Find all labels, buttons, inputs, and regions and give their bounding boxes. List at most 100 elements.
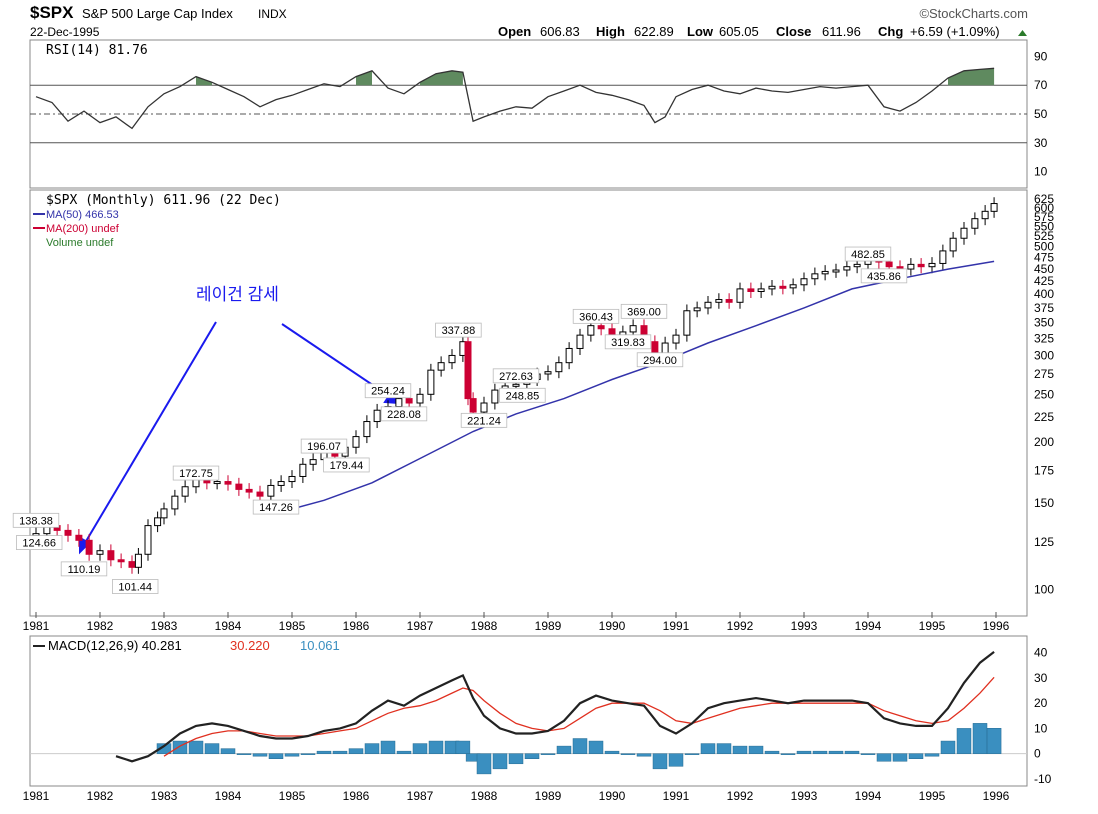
annotation-label: 레이건 감세 bbox=[196, 285, 279, 304]
price-label-box bbox=[15, 535, 63, 550]
candle-body bbox=[480, 402, 488, 413]
rsi-tick-label: 30 bbox=[1034, 136, 1048, 150]
candle-body bbox=[363, 421, 371, 438]
macd-tick-label: 40 bbox=[1034, 646, 1048, 660]
macd-histogram-bar bbox=[620, 753, 636, 755]
price-tick-label: 600 bbox=[1034, 201, 1054, 215]
candle-body bbox=[352, 436, 360, 448]
price-x-tick-label: 1992 bbox=[727, 619, 754, 633]
candle-body bbox=[256, 491, 264, 497]
macd-x-tick-label: 1991 bbox=[663, 789, 690, 803]
price-x-tick-label: 1990 bbox=[599, 619, 626, 633]
candle-body bbox=[464, 341, 472, 400]
price-x-tick-label: 1994 bbox=[855, 619, 882, 633]
price-tick-label: 200 bbox=[1034, 435, 1054, 449]
price-label-box bbox=[860, 268, 908, 284]
candle-body bbox=[736, 288, 744, 303]
price-label-box bbox=[323, 457, 370, 473]
candle-body bbox=[800, 278, 808, 286]
candle-body bbox=[154, 517, 162, 527]
macd-histogram-bar bbox=[732, 745, 748, 754]
price-label-box bbox=[380, 406, 428, 422]
price-label-box bbox=[636, 352, 684, 368]
ma50-line bbox=[275, 260, 995, 515]
candle-body bbox=[990, 203, 998, 212]
candle-body bbox=[395, 398, 403, 408]
macd-histogram-bar bbox=[588, 740, 604, 754]
price-label: 179.44 bbox=[330, 460, 364, 472]
price-tick-label: 225 bbox=[1034, 410, 1054, 424]
macd-histogram-bar bbox=[284, 753, 300, 757]
macd-histogram-bar bbox=[556, 745, 572, 754]
macd-x-tick-label: 1990 bbox=[599, 789, 626, 803]
candle-body bbox=[587, 325, 595, 336]
macd-histogram-bar bbox=[156, 743, 172, 754]
price-label-box bbox=[460, 412, 508, 428]
price-x-tick-label: 1984 bbox=[215, 619, 242, 633]
candle-body bbox=[171, 495, 179, 510]
price-label: 172.75 bbox=[179, 468, 213, 480]
price-tick-label: 300 bbox=[1034, 348, 1054, 362]
macd-histogram-bar bbox=[860, 753, 876, 755]
candle-body bbox=[64, 529, 72, 536]
candle-body bbox=[672, 334, 680, 344]
price-tick-label: 450 bbox=[1034, 262, 1054, 276]
annotation-arrow-1 bbox=[79, 321, 217, 555]
macd-line bbox=[115, 651, 995, 763]
candle-body bbox=[608, 328, 616, 336]
rsi-overbought-fill bbox=[356, 70, 372, 86]
price-label: 221.24 bbox=[467, 415, 501, 427]
candle-body bbox=[75, 534, 83, 541]
candle-body bbox=[277, 481, 285, 486]
macd-legend-signal: 30.220 bbox=[230, 638, 270, 653]
price-x-tick-label: 1991 bbox=[663, 619, 690, 633]
rsi-tick-label: 70 bbox=[1034, 78, 1048, 92]
candle-body bbox=[843, 266, 851, 271]
price-label: 369.00 bbox=[627, 306, 661, 318]
ma200-legend: MA(200) undef bbox=[46, 223, 120, 235]
low-value: 605.05 bbox=[719, 24, 759, 39]
macd-histogram-bar bbox=[268, 753, 284, 759]
price-label: 254.24 bbox=[371, 386, 405, 398]
macd-legend-main: MACD(12,26,9) 40.281 bbox=[48, 638, 182, 653]
price-panel bbox=[29, 189, 1028, 617]
candle-body bbox=[448, 354, 456, 364]
macd-histogram-bar bbox=[204, 743, 220, 754]
candle-body bbox=[437, 362, 445, 371]
candle-body bbox=[405, 398, 413, 404]
macd-histogram-bar bbox=[348, 748, 364, 754]
candle-body bbox=[832, 269, 840, 273]
rsi-tick-label: 50 bbox=[1034, 107, 1048, 121]
macd-histogram-bar bbox=[455, 740, 471, 754]
macd-legend: MACD(12,26,9) 40.281 30.220 10.061 bbox=[33, 638, 340, 653]
macd-x-tick-label: 1992 bbox=[727, 789, 754, 803]
candle-body bbox=[939, 250, 947, 264]
price-label: 435.86 bbox=[867, 271, 901, 283]
price-tick-label: 175 bbox=[1034, 463, 1054, 477]
rsi-tick-label: 10 bbox=[1034, 165, 1048, 179]
candle-body bbox=[96, 550, 104, 555]
macd-histogram-bar bbox=[876, 753, 892, 762]
candle-body bbox=[821, 270, 829, 275]
macd-histogram-bar bbox=[668, 753, 684, 767]
ohlc-summary: Open 606.83 High 622.89 Low 605.05 Close… bbox=[498, 24, 1027, 39]
price-label: 124.66 bbox=[22, 538, 56, 550]
price-tick-label: 550 bbox=[1034, 219, 1054, 233]
price-label: 138.38 bbox=[19, 515, 53, 527]
macd-panel bbox=[29, 635, 1028, 787]
price-x-tick-label: 1987 bbox=[407, 619, 434, 633]
candle-body bbox=[565, 347, 573, 364]
macd-histogram-bar bbox=[828, 750, 844, 754]
price-x-tick-label: 1995 bbox=[919, 619, 946, 633]
price-label: 110.19 bbox=[68, 564, 101, 576]
price-label-box bbox=[12, 512, 60, 528]
macd-x-tick-label: 1987 bbox=[407, 789, 434, 803]
macd-tick-label: -10 bbox=[1034, 772, 1052, 786]
candle-body bbox=[160, 508, 168, 519]
up-arrow-icon bbox=[1018, 30, 1027, 36]
price-label: 147.26 bbox=[259, 502, 293, 514]
chart-marks: 1030507090100125150175200225250275300325… bbox=[12, 49, 1054, 803]
price-legend-title: $SPX (Monthly) 611.96 (22 Dec) bbox=[46, 193, 281, 208]
candle-body bbox=[747, 288, 755, 293]
macd-histogram-bar bbox=[300, 753, 316, 755]
